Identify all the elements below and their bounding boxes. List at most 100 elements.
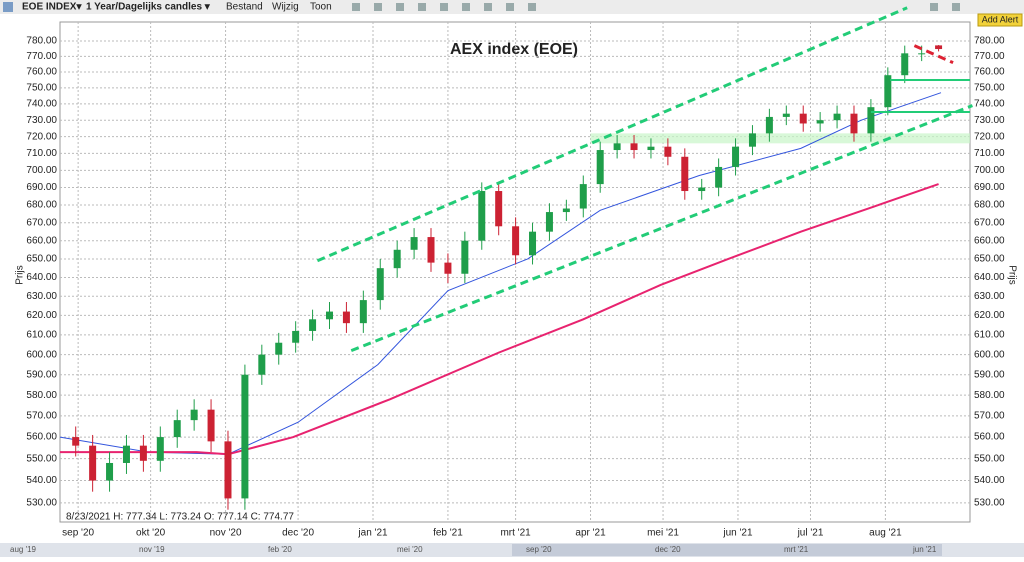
- x-tick-label: sep '20: [62, 528, 94, 539]
- candle-body: [309, 319, 317, 331]
- y-tick-label: 720.00: [26, 131, 57, 142]
- y-tick-label: 610.00: [26, 330, 57, 341]
- candle-body: [596, 150, 604, 185]
- y-tick-label: 580.00: [26, 390, 57, 401]
- period-menu[interactable]: 1 Year/Dagelijks candles ▾: [86, 2, 211, 13]
- candle-body: [698, 187, 706, 192]
- candle-body: [732, 146, 740, 167]
- navigator-label: nov '19: [139, 545, 165, 554]
- x-tick-label: feb '21: [433, 528, 463, 539]
- candle-body: [529, 231, 537, 256]
- y-tick-label: 710.00: [26, 148, 57, 159]
- menu[interactable]: Bestand: [226, 2, 263, 13]
- candle-body: [427, 237, 435, 263]
- candle-body: [715, 166, 723, 188]
- y-tick-label: 660.00: [974, 235, 1005, 246]
- y-tick-label: 740.00: [974, 99, 1005, 110]
- y-tick-label: 720.00: [974, 131, 1005, 142]
- y-tick-label: 770.00: [974, 51, 1005, 62]
- x-tick-label: jun '21: [722, 528, 753, 539]
- ohlc-info: 8/23/2021 H: 777.34 L: 773.24 O: 777.14 …: [66, 512, 294, 523]
- navigator-label: dec '20: [655, 545, 681, 554]
- symbol-menu[interactable]: EOE INDEX▾: [22, 2, 82, 13]
- moving-average: [60, 183, 939, 456]
- menu[interactable]: Toon: [310, 2, 332, 13]
- y-tick-label: 560.00: [26, 432, 57, 443]
- candle-body: [613, 143, 621, 151]
- x-tick-label: apr '21: [575, 528, 606, 539]
- y-tick-label: 740.00: [26, 99, 57, 110]
- y-tick-label: 690.00: [974, 182, 1005, 193]
- x-tick-label: jul '21: [797, 528, 824, 539]
- candle-body: [325, 311, 333, 320]
- y-tick-label: 710.00: [974, 148, 1005, 159]
- y-tick-label: 680.00: [26, 200, 57, 211]
- chart-title: AEX index (EOE): [450, 41, 578, 58]
- candle-body: [478, 191, 486, 241]
- navigator-label: mrt '21: [784, 545, 809, 554]
- y-tick-label: 620.00: [26, 310, 57, 321]
- navigator-label: sep '20: [526, 545, 552, 554]
- candle-body: [799, 113, 807, 124]
- y-tick-label: 590.00: [974, 369, 1005, 380]
- y-tick-label: 690.00: [26, 182, 57, 193]
- candle-body: [173, 420, 181, 438]
- y-tick-label: 700.00: [974, 165, 1005, 176]
- y-tick-label: 650.00: [974, 254, 1005, 265]
- moving-average: [59, 92, 942, 455]
- y-tick-label: 680.00: [974, 200, 1005, 211]
- y-tick-label: 580.00: [974, 390, 1005, 401]
- y-tick-label: 750.00: [26, 83, 57, 94]
- candle-body: [545, 212, 553, 232]
- candle-body: [106, 462, 114, 481]
- y-tick-label: 700.00: [26, 165, 57, 176]
- navigator-label: mei '20: [397, 545, 423, 554]
- y-tick-label: 570.00: [974, 411, 1005, 422]
- y-axis-label: Prijs: [15, 265, 26, 284]
- y-tick-label: 630.00: [974, 291, 1005, 302]
- candle-body: [89, 445, 97, 481]
- candle-body: [884, 75, 892, 108]
- add-alert-button[interactable]: [977, 13, 1023, 27]
- candle-body: [156, 437, 164, 461]
- navigator-window[interactable]: [512, 544, 942, 556]
- candle-body: [461, 240, 469, 274]
- y-tick-label: 670.00: [974, 217, 1005, 228]
- candle-body: [562, 208, 570, 213]
- candle-body: [579, 184, 587, 209]
- y-tick-label: 650.00: [26, 254, 57, 265]
- candle-body: [342, 311, 350, 324]
- candle-body: [444, 262, 452, 274]
- candle-body: [495, 191, 503, 227]
- candle-body: [782, 113, 790, 117]
- y-tick-label: 730.00: [974, 115, 1005, 126]
- menu[interactable]: Wijzig: [272, 2, 299, 13]
- y-tick-label: 550.00: [26, 453, 57, 464]
- x-tick-label: aug '21: [869, 528, 902, 539]
- candle-body: [376, 268, 384, 301]
- navigator-label: feb '20: [268, 545, 292, 554]
- support-band: [590, 133, 970, 144]
- toolbar-icons[interactable]: [352, 3, 960, 11]
- candle-body: [512, 226, 520, 256]
- y-tick-label: 530.00: [974, 498, 1005, 509]
- candle-body: [275, 342, 283, 355]
- y-tick-label: 770.00: [26, 51, 57, 62]
- add-alert-label[interactable]: Add Alert: [982, 14, 1019, 24]
- candle-body: [901, 53, 909, 76]
- candle-body: [122, 445, 130, 463]
- x-tick-label: nov '20: [210, 528, 242, 539]
- candle-body: [292, 330, 300, 343]
- candle-body: [748, 133, 756, 147]
- x-tick-label: jan '21: [357, 528, 388, 539]
- y-tick-label: 780.00: [26, 36, 57, 47]
- y-tick-label: 730.00: [26, 115, 57, 126]
- candle-body: [918, 53, 926, 55]
- navigator-label: aug '19: [10, 545, 37, 554]
- candle-body: [258, 354, 266, 375]
- x-tick-label: dec '20: [282, 528, 314, 539]
- candle-body: [410, 237, 418, 250]
- candle-body: [647, 146, 655, 151]
- y-tick-label: 590.00: [26, 369, 57, 380]
